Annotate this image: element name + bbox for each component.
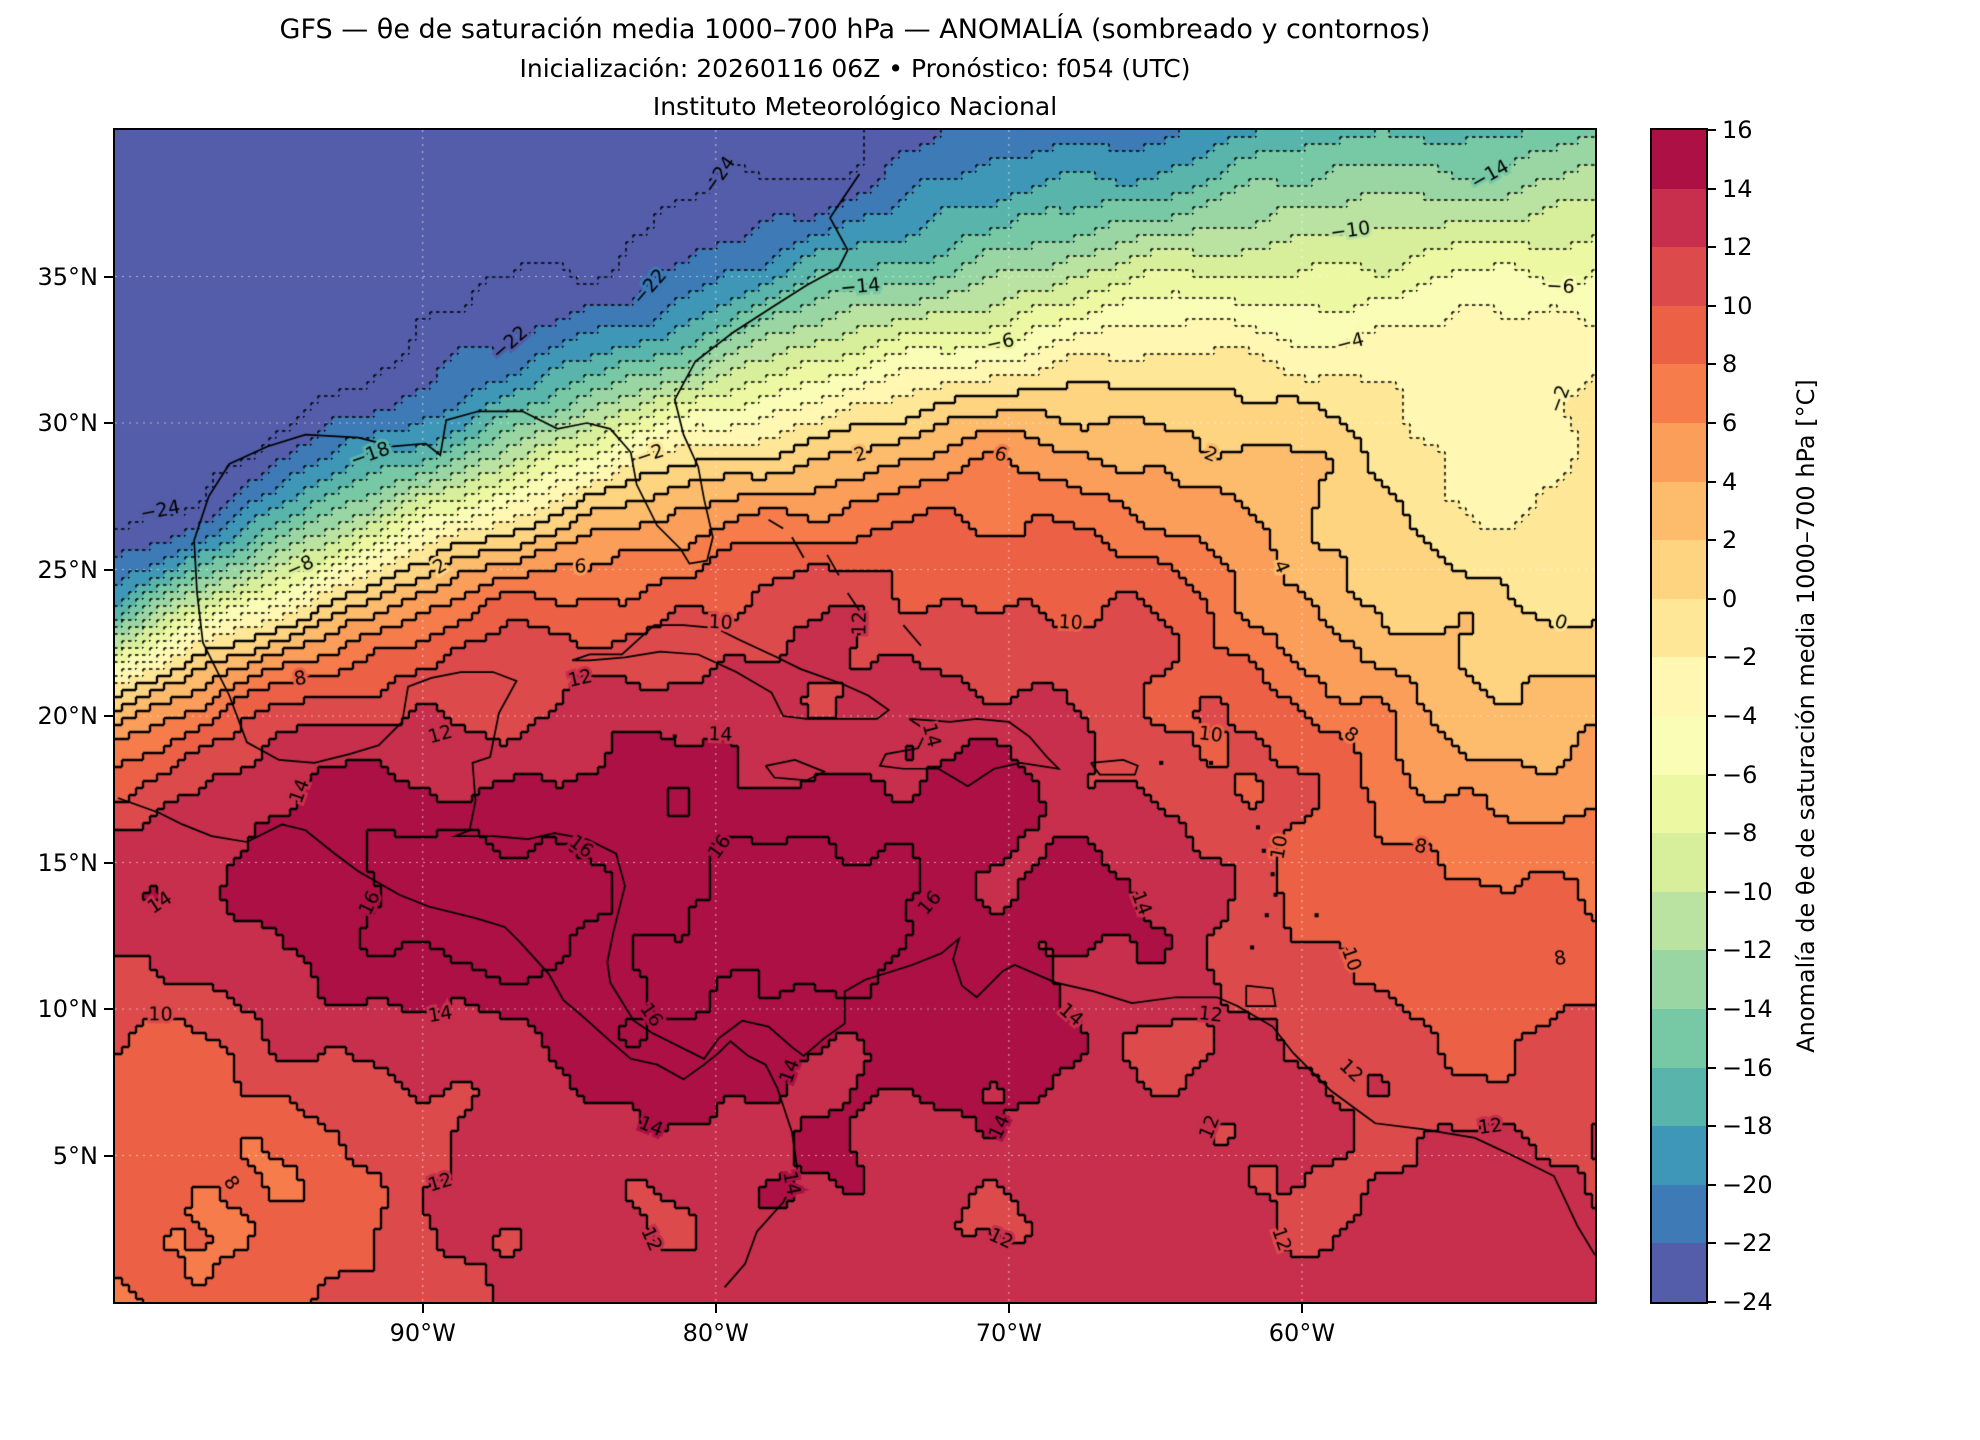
colorbar-label: Anomalía de θe de saturación media 1000–… <box>1792 379 1820 1053</box>
y-tick-mark <box>104 715 113 717</box>
colorbar-tick-mark <box>1708 1125 1716 1128</box>
y-tick-label: 30°N <box>37 409 99 437</box>
colorbar-cell <box>1652 774 1706 834</box>
y-tick-label: 25°N <box>37 555 99 584</box>
colorbar-tick-label: −8 <box>1722 819 1758 848</box>
y-tick-mark <box>104 861 113 864</box>
y-tick-mark <box>104 1154 113 1157</box>
colorbar-tick-mark <box>1708 773 1716 776</box>
colorbar-tick-label: −22 <box>1722 1229 1773 1258</box>
colorbar-tick-label: 4 <box>1722 467 1738 496</box>
x-tick-label: 90°W <box>389 1319 456 1347</box>
x-tick-mark <box>714 1304 717 1313</box>
colorbar-tick-label: −2 <box>1722 643 1758 672</box>
colorbar-cell <box>1652 1067 1706 1127</box>
colorbar <box>1652 130 1706 1302</box>
colorbar-cell <box>1652 598 1706 658</box>
colorbar-tick-mark <box>1708 1008 1716 1010</box>
y-tick-label: 20°N <box>37 702 99 730</box>
colorbar-cell <box>1652 1184 1706 1244</box>
colorbar-tick-label: 0 <box>1722 584 1738 613</box>
colorbar-cell <box>1652 540 1706 599</box>
colorbar-cell <box>1652 364 1706 423</box>
colorbar-tick-mark <box>1708 597 1716 600</box>
colorbar-tick-mark <box>1708 246 1716 249</box>
colorbar-tick-label: −14 <box>1722 995 1773 1023</box>
colorbar-cell <box>1652 1126 1706 1185</box>
colorbar-tick-label: 2 <box>1722 526 1738 555</box>
colorbar-tick-mark <box>1708 1242 1716 1245</box>
colorbar-cell <box>1652 715 1706 775</box>
colorbar-cell <box>1652 481 1706 541</box>
colorbar-tick-mark <box>1708 1301 1716 1303</box>
colorbar-tick-mark <box>1708 363 1716 366</box>
y-tick-mark <box>104 275 113 278</box>
colorbar-tick-label: 14 <box>1722 174 1753 203</box>
colorbar-cell <box>1652 891 1706 951</box>
title-block: GFS — θe de saturación media 1000–700 hP… <box>115 14 1595 121</box>
y-tick-label: 35°N <box>37 262 99 291</box>
colorbar-tick-label: 8 <box>1722 350 1738 379</box>
colorbar-tick-label: −16 <box>1722 1053 1773 1082</box>
colorbar-tick-label: −6 <box>1722 760 1758 789</box>
colorbar-tick-label: 6 <box>1722 409 1738 437</box>
colorbar-cell <box>1652 1008 1706 1068</box>
x-tick-mark <box>1007 1304 1010 1313</box>
x-tick-label: 80°W <box>682 1319 749 1347</box>
colorbar-tick-label: 10 <box>1722 291 1753 320</box>
colorbar-tick-mark <box>1708 422 1716 424</box>
colorbar-tick-label: −10 <box>1722 877 1773 906</box>
colorbar-tick-mark <box>1708 187 1716 190</box>
chart-subtitle-init-forecast: Inicialización: 20260116 06Z • Pronóstic… <box>519 54 1191 83</box>
colorbar-tick-mark <box>1708 890 1716 893</box>
colorbar-tick-mark <box>1708 539 1716 542</box>
colorbar-tick-mark <box>1708 715 1716 717</box>
colorbar-cell <box>1652 1243 1706 1302</box>
colorbar-tick-label: −24 <box>1722 1288 1773 1316</box>
colorbar-tick-label: −18 <box>1722 1112 1773 1141</box>
map-canvas <box>115 130 1595 1302</box>
colorbar-tick-label: −20 <box>1722 1170 1773 1199</box>
y-tick-mark <box>104 568 113 571</box>
y-tick-label: 10°N <box>37 995 99 1023</box>
colorbar-tick-label: −12 <box>1722 936 1773 965</box>
colorbar-tick-label: −4 <box>1722 702 1758 730</box>
colorbar-tick-mark <box>1708 480 1716 483</box>
colorbar-cell <box>1652 422 1706 482</box>
y-tick-mark <box>104 422 113 424</box>
y-tick-mark <box>104 1008 113 1010</box>
colorbar-cell <box>1652 833 1706 892</box>
chart-title: GFS — θe de saturación media 1000–700 hP… <box>279 14 1431 45</box>
colorbar-cell <box>1652 130 1706 189</box>
y-tick-label: 15°N <box>37 848 99 877</box>
colorbar-tick-label: 12 <box>1722 233 1753 262</box>
colorbar-tick-mark <box>1708 1066 1716 1069</box>
chart-institution: Instituto Meteorológico Nacional <box>652 92 1058 121</box>
colorbar-tick-mark <box>1708 129 1716 131</box>
x-tick-label: 60°W <box>1268 1319 1336 1347</box>
x-tick-label: 70°W <box>975 1319 1042 1347</box>
colorbar-cell <box>1652 657 1706 716</box>
colorbar-tick-mark <box>1708 304 1716 307</box>
colorbar-tick-mark <box>1708 949 1716 952</box>
colorbar-cell <box>1652 950 1706 1009</box>
x-tick-mark <box>421 1304 424 1313</box>
colorbar-tick-mark <box>1708 656 1716 659</box>
map-plot <box>115 130 1595 1302</box>
colorbar-cell <box>1652 188 1706 248</box>
colorbar-cell <box>1652 305 1706 365</box>
colorbar-tick-label: 16 <box>1722 116 1753 144</box>
colorbar-cell <box>1652 247 1706 306</box>
colorbar-tick-mark <box>1708 832 1716 835</box>
colorbar-tick-mark <box>1708 1183 1716 1186</box>
y-tick-label: 5°N <box>52 1141 98 1170</box>
x-tick-mark <box>1300 1304 1303 1313</box>
